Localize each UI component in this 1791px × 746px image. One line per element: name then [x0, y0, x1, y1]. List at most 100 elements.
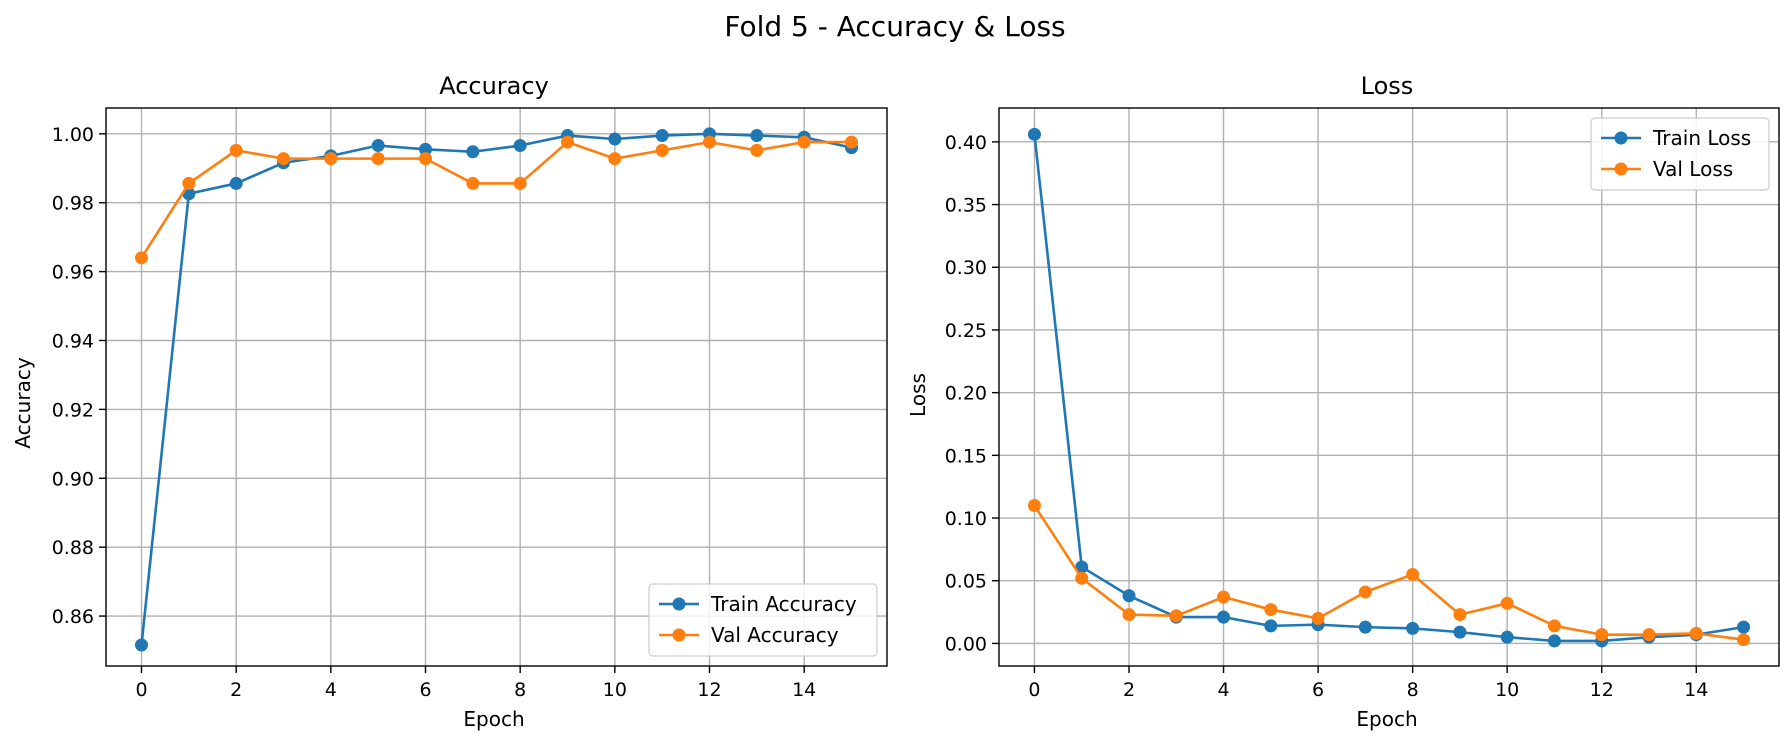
loss-y-tick-label: 0.35 — [945, 195, 987, 217]
accuracy-val-point — [797, 135, 811, 149]
loss-val-point — [1642, 628, 1656, 642]
accuracy-val-point — [703, 135, 716, 149]
loss-val-point — [1075, 571, 1089, 585]
loss-x-axis-label: Epoch — [1356, 707, 1417, 731]
loss-plot-frame — [998, 107, 1780, 667]
accuracy-val-point — [371, 152, 385, 166]
accuracy-val-point — [466, 176, 480, 190]
accuracy-train-point — [466, 145, 480, 159]
accuracy-val-point — [655, 143, 669, 157]
loss-y-tick-label: 0.30 — [945, 257, 987, 279]
accuracy-legend: Train Accuracy Val Accuracy — [648, 583, 878, 657]
loss-chart: Loss Epoch Loss 0 2 4 6 8 10 12 14 0.00 0.05 0.10 0… — [906, 72, 1780, 731]
accuracy-y-tick-label: 0.90 — [52, 468, 94, 490]
accuracy-val-point — [608, 152, 622, 166]
loss-val-point — [1547, 619, 1561, 633]
loss-x-tick-label: 8 — [1407, 679, 1419, 701]
loss-y-tick-label: 0.15 — [945, 445, 987, 467]
figure-title: Fold 5 - Accuracy & Loss — [724, 10, 1065, 43]
loss-train-point — [1264, 619, 1278, 633]
loss-y-tick-label: 0.25 — [945, 320, 987, 342]
loss-y-tick-label: 0.40 — [945, 132, 987, 154]
loss-val-point — [1358, 585, 1372, 599]
loss-val-point — [1595, 628, 1609, 642]
accuracy-y-tick-label: 0.88 — [52, 537, 94, 559]
loss-val-point — [1311, 611, 1325, 625]
accuracy-val-point — [750, 143, 764, 157]
loss-val-point — [1453, 608, 1467, 622]
accuracy-train-point — [229, 176, 243, 190]
accuracy-val-point — [561, 135, 574, 149]
accuracy-val-point — [135, 251, 148, 265]
loss-train-point — [1737, 620, 1751, 634]
loss-train-series-line — [1033, 134, 1744, 643]
accuracy-val-point — [182, 176, 196, 190]
accuracy-legend-marker — [672, 597, 686, 611]
loss-train-point — [1217, 610, 1231, 624]
loss-val-point — [1500, 596, 1514, 610]
loss-legend: Train Loss Val Loss — [1590, 117, 1770, 191]
accuracy-x-tick-label: 12 — [697, 679, 721, 701]
accuracy-y-tick-label: 0.86 — [52, 606, 94, 628]
loss-x-tick-label: 6 — [1312, 679, 1324, 701]
loss-x-tick-label: 10 — [1495, 679, 1519, 701]
accuracy-y-axis-label: Accuracy — [11, 357, 35, 448]
accuracy-y-tick-label: 0.98 — [52, 193, 94, 215]
accuracy-legend-label: Train Accuracy — [710, 592, 857, 616]
loss-val-point — [1689, 626, 1703, 640]
loss-x-tick-label: 4 — [1217, 679, 1229, 701]
loss-train-point — [1358, 620, 1372, 634]
accuracy-val-series-line — [140, 140, 852, 259]
accuracy-y-tick-label: 1.00 — [52, 124, 94, 146]
accuracy-y-tick-label: 0.92 — [52, 399, 94, 421]
accuracy-val-point — [229, 143, 243, 157]
accuracy-x-axis-label: Epoch — [463, 707, 524, 731]
loss-train-point — [1547, 634, 1561, 648]
loss-val-point — [1027, 498, 1041, 512]
accuracy-train-point — [608, 132, 622, 146]
loss-y-tick-label: 0.10 — [945, 508, 987, 530]
loss-val-point — [1406, 567, 1420, 581]
accuracy-train-point — [750, 129, 764, 143]
loss-legend-marker — [1614, 162, 1628, 176]
accuracy-train-point — [371, 139, 385, 153]
accuracy-val-point — [845, 135, 858, 149]
accuracy-val-point — [277, 152, 290, 166]
accuracy-x-tick-label: 2 — [230, 679, 242, 701]
accuracy-x-tick-label: 0 — [135, 679, 147, 701]
accuracy-legend-label: Val Accuracy — [711, 623, 839, 647]
accuracy-train-series-line — [140, 132, 852, 646]
accuracy-train-point — [513, 139, 527, 153]
loss-val-point — [1169, 609, 1183, 623]
loss-x-tick-label: 12 — [1590, 679, 1614, 701]
accuracy-val-point — [324, 152, 338, 166]
loss-val-point — [1122, 608, 1136, 622]
accuracy-train-point — [655, 129, 669, 143]
loss-legend-label: Val Loss — [1653, 157, 1733, 181]
accuracy-x-tick-label: 4 — [325, 679, 337, 701]
loss-x-tick-label: 0 — [1028, 679, 1040, 701]
accuracy-plot-frame — [105, 107, 888, 667]
loss-y-tick-label: 0.00 — [945, 633, 987, 655]
accuracy-train-point — [135, 638, 148, 652]
loss-chart-title: Loss — [1361, 72, 1414, 100]
loss-train-point — [1075, 560, 1089, 574]
loss-y-axis-label: Loss — [906, 373, 930, 417]
accuracy-x-tick-label: 8 — [514, 679, 526, 701]
loss-x-tick-label: 2 — [1123, 679, 1135, 701]
accuracy-chart: Accuracy Epoch Accuracy 0 2 4 6 8 10 12 14 0.86 0… — [11, 72, 888, 731]
accuracy-legend-marker — [672, 628, 686, 642]
loss-train-point — [1027, 127, 1041, 141]
loss-val-point — [1264, 603, 1278, 617]
loss-y-tick-label: 0.20 — [945, 383, 987, 405]
accuracy-x-tick-label: 6 — [419, 679, 431, 701]
accuracy-val-point — [513, 176, 527, 190]
loss-legend-label: Train Loss — [1652, 126, 1751, 150]
accuracy-train-point — [419, 142, 432, 156]
loss-train-point — [1122, 589, 1136, 603]
loss-x-tick-label: 14 — [1684, 679, 1708, 701]
accuracy-y-tick-label: 0.96 — [52, 262, 94, 284]
loss-train-point — [1406, 621, 1420, 635]
accuracy-chart-title: Accuracy — [439, 72, 549, 100]
